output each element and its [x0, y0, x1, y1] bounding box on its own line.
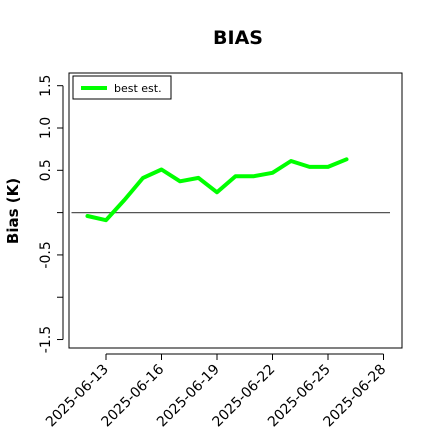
- y-tick-label: -0.5: [38, 241, 54, 268]
- plot-area: [68, 72, 403, 349]
- series-group: [85, 157, 349, 223]
- legend-box: [72, 75, 172, 100]
- y-axis-label: Bias (K): [4, 178, 22, 244]
- legend: best est.: [72, 75, 172, 100]
- y-tick-label: -1.5: [38, 326, 54, 353]
- legend-label: best est.: [114, 82, 162, 95]
- y-tick-label: 1.0: [38, 117, 54, 139]
- y-tick-label: 0.5: [38, 159, 54, 181]
- y-tick-label: 1.5: [38, 75, 54, 97]
- axes: -1.5-0.50.51.01.52025-06-132025-06-16202…: [38, 75, 389, 431]
- series-line: [85, 157, 349, 223]
- chart-title: BIAS: [213, 27, 263, 49]
